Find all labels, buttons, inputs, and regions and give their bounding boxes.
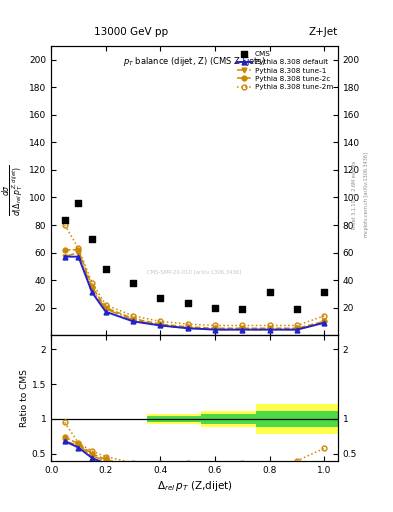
Pythia 8.308 default <box>267 327 272 333</box>
Pythia 8.308 tune-2m <box>185 321 190 327</box>
CMS <box>157 294 163 302</box>
CMS <box>89 234 95 243</box>
Text: Rivet 3.1.10, ≥ 2.6M events: Rivet 3.1.10, ≥ 2.6M events <box>352 160 357 229</box>
Pythia 8.308 tune-2m <box>295 323 299 329</box>
Pythia 8.308 tune-1 <box>240 327 245 333</box>
Text: mcplots.cern.ch [arXiv:1306.3436]: mcplots.cern.ch [arXiv:1306.3436] <box>364 152 369 237</box>
Pythia 8.308 tune-1 <box>90 287 94 293</box>
Pythia 8.308 tune-2m <box>240 323 245 329</box>
Pythia 8.308 tune-2m <box>90 280 94 286</box>
Pythia 8.308 tune-1 <box>185 325 190 331</box>
Pythia 8.308 tune-1 <box>62 253 67 260</box>
CMS <box>294 305 300 313</box>
Pythia 8.308 tune-2m <box>103 302 108 308</box>
Pythia 8.308 tune-1 <box>322 319 327 326</box>
Line: Pythia 8.308 default: Pythia 8.308 default <box>62 254 327 332</box>
Pythia 8.308 tune-2c <box>240 325 245 331</box>
CMS <box>239 305 246 313</box>
Pythia 8.308 tune-2m <box>158 318 163 325</box>
Pythia 8.308 tune-2c <box>158 321 163 327</box>
Pythia 8.308 default <box>90 289 94 295</box>
CMS <box>75 199 82 207</box>
Pythia 8.308 tune-1 <box>213 327 217 333</box>
Pythia 8.308 tune-2c <box>295 325 299 331</box>
Pythia 8.308 default <box>322 319 327 326</box>
Pythia 8.308 default <box>240 327 245 333</box>
CMS <box>62 216 68 224</box>
Pythia 8.308 default <box>131 318 136 325</box>
Pythia 8.308 tune-2c <box>322 318 327 325</box>
Pythia 8.308 tune-1 <box>267 327 272 333</box>
CMS <box>266 288 273 296</box>
Pythia 8.308 tune-2m <box>267 323 272 329</box>
Pythia 8.308 tune-2m <box>131 313 136 319</box>
Pythia 8.308 tune-2m <box>76 245 81 251</box>
Pythia 8.308 tune-2c <box>76 247 81 253</box>
Pythia 8.308 tune-2c <box>103 305 108 311</box>
Pythia 8.308 tune-2c <box>213 325 217 331</box>
Pythia 8.308 tune-1 <box>76 249 81 255</box>
Line: Pythia 8.308 tune-1: Pythia 8.308 tune-1 <box>62 250 327 332</box>
Text: Z+Jet: Z+Jet <box>309 27 338 37</box>
Pythia 8.308 tune-1 <box>103 306 108 312</box>
Pythia 8.308 tune-2c <box>131 315 136 322</box>
Pythia 8.308 tune-2c <box>90 284 94 290</box>
Pythia 8.308 default <box>185 325 190 331</box>
Pythia 8.308 tune-1 <box>295 327 299 333</box>
Text: CMS-SMP-20-010 [arXiv:1306.3436]: CMS-SMP-20-010 [arXiv:1306.3436] <box>147 269 242 274</box>
Pythia 8.308 default <box>213 327 217 333</box>
Pythia 8.308 default <box>103 309 108 315</box>
Y-axis label: Ratio to CMS: Ratio to CMS <box>20 369 29 427</box>
CMS <box>321 288 327 296</box>
Pythia 8.308 default <box>76 253 81 260</box>
CMS <box>130 279 136 287</box>
Pythia 8.308 default <box>295 327 299 333</box>
Text: $p_T$ balance (dijet, Z) (CMS Z+jets): $p_T$ balance (dijet, Z) (CMS Z+jets) <box>123 55 266 68</box>
Pythia 8.308 tune-2m <box>62 222 67 228</box>
Legend: CMS, Pythia 8.308 default, Pythia 8.308 tune-1, Pythia 8.308 tune-2c, Pythia 8.3: CMS, Pythia 8.308 default, Pythia 8.308 … <box>236 50 334 92</box>
Y-axis label: $\frac{d\sigma}{d(\Delta_{rel}\,p_T^{Z,dijet})}$: $\frac{d\sigma}{d(\Delta_{rel}\,p_T^{Z,d… <box>0 165 26 216</box>
CMS <box>212 304 218 312</box>
Pythia 8.308 tune-2c <box>185 324 190 330</box>
Line: Pythia 8.308 tune-2m: Pythia 8.308 tune-2m <box>62 223 327 328</box>
Text: 13000 GeV pp: 13000 GeV pp <box>94 27 169 37</box>
X-axis label: $\Delta_{rel}\,p_T$ (Z,dijet): $\Delta_{rel}\,p_T$ (Z,dijet) <box>157 479 232 493</box>
Line: Pythia 8.308 tune-2c: Pythia 8.308 tune-2c <box>62 247 327 331</box>
CMS <box>185 300 191 308</box>
Pythia 8.308 tune-2m <box>322 313 327 319</box>
Pythia 8.308 default <box>62 253 67 260</box>
Pythia 8.308 tune-1 <box>158 323 163 329</box>
Pythia 8.308 tune-1 <box>131 317 136 323</box>
CMS <box>103 265 109 273</box>
Pythia 8.308 default <box>158 323 163 329</box>
Pythia 8.308 tune-2c <box>62 247 67 253</box>
Pythia 8.308 tune-2c <box>267 325 272 331</box>
Pythia 8.308 tune-2m <box>213 323 217 329</box>
